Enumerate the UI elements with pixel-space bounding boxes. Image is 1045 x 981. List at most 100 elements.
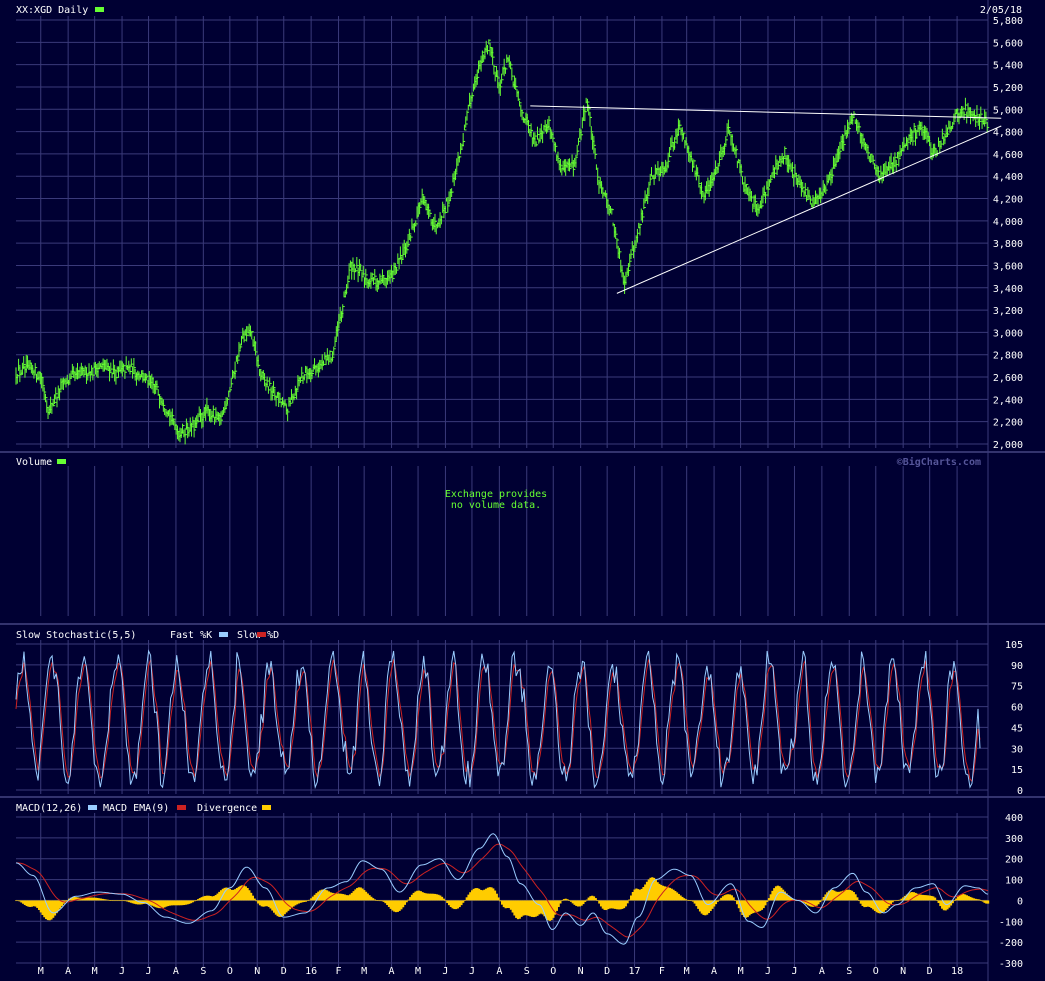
divergence-bar-498 bbox=[895, 900, 898, 902]
divergence-bar-147 bbox=[274, 900, 277, 915]
divergence-bar-31 bbox=[69, 897, 72, 901]
divergence-bar-330 bbox=[598, 900, 601, 904]
divergence-bar-320 bbox=[580, 900, 583, 906]
divergence-bar-326 bbox=[591, 895, 594, 901]
divergence-bar-296 bbox=[538, 900, 541, 915]
divergence-bar-263 bbox=[479, 889, 482, 901]
divergence-bar-176 bbox=[326, 890, 329, 901]
divergence-bar-307 bbox=[557, 900, 560, 908]
divergence-bar-501 bbox=[900, 898, 903, 901]
price-panel: XX:XGD Daily 2/05/18 bbox=[15, 5, 1022, 445]
divergence-bar-455 bbox=[819, 900, 822, 903]
divergence-bar-329 bbox=[596, 900, 599, 902]
divergence-bar-7 bbox=[27, 900, 30, 907]
divergence-bar-464 bbox=[835, 891, 838, 901]
stochastic-y-tick-label: 105 bbox=[1005, 640, 1023, 651]
divergence-bar-26 bbox=[60, 900, 64, 906]
divergence-bar-435 bbox=[783, 891, 786, 901]
divergence-bar-54 bbox=[110, 900, 113, 901]
divergence-bar-290 bbox=[527, 900, 530, 916]
divergence-bar-212 bbox=[389, 900, 392, 909]
divergence-bar-185 bbox=[341, 894, 345, 901]
divergence-bar-82 bbox=[159, 900, 163, 909]
divergence-bar-148 bbox=[276, 900, 279, 917]
divergence-bar-429 bbox=[773, 888, 776, 901]
divergence-bar-128 bbox=[241, 885, 244, 901]
price-y-tick-label: 4,600 bbox=[993, 150, 1023, 161]
divergence-bar-328 bbox=[594, 898, 597, 901]
divergence-bar-545 bbox=[978, 899, 981, 901]
divergence-bar-40 bbox=[85, 897, 88, 901]
divergence-bar-333 bbox=[603, 900, 606, 910]
divergence-bar-116 bbox=[220, 890, 223, 901]
divergence-bar-271 bbox=[493, 890, 497, 901]
divergence-bar-228 bbox=[417, 890, 421, 901]
divergence-bar-460 bbox=[827, 890, 831, 901]
divergence-bar-174 bbox=[322, 889, 325, 901]
divergence-bar-393 bbox=[709, 900, 712, 912]
divergence-bar-278 bbox=[506, 900, 509, 909]
divergence-bar-103 bbox=[197, 899, 200, 901]
divergence-bar-106 bbox=[202, 896, 205, 901]
fast-k-line bbox=[15, 649, 981, 790]
divergence-bar-515 bbox=[925, 895, 928, 901]
divergence-bar-114 bbox=[216, 893, 219, 901]
divergence-bar-384 bbox=[693, 900, 696, 904]
stochastic-y-tick-label: 45 bbox=[1011, 723, 1023, 734]
divergence-bar-48 bbox=[99, 898, 103, 901]
divergence-bar-537 bbox=[964, 894, 967, 901]
divergence-bar-101 bbox=[193, 900, 196, 902]
divergence-bar-175 bbox=[324, 889, 327, 901]
divergence-bar-510 bbox=[916, 893, 919, 901]
x-tick-label: 16 bbox=[305, 966, 317, 977]
divergence-bar-95 bbox=[182, 900, 186, 906]
divergence-bar-244 bbox=[446, 900, 449, 904]
divergence-bar-343 bbox=[621, 900, 624, 909]
price-y-tick-label: 3,600 bbox=[993, 261, 1023, 272]
macd-y-tick-label: 400 bbox=[1005, 813, 1023, 824]
divergence-bar-265 bbox=[483, 889, 486, 901]
divergence-bar-497 bbox=[893, 900, 896, 902]
divergence-bar-407 bbox=[734, 900, 737, 902]
divergence-bar-522 bbox=[937, 900, 940, 903]
divergence-bar-227 bbox=[416, 890, 419, 901]
divergence-bar-90 bbox=[174, 900, 177, 906]
divergence-bar-91 bbox=[175, 900, 179, 906]
divergence-bar-513 bbox=[921, 894, 924, 901]
divergence-bar-171 bbox=[317, 891, 320, 901]
divergence-bar-62 bbox=[124, 900, 127, 902]
divergence-bar-405 bbox=[730, 895, 733, 901]
x-tick-label: A bbox=[819, 966, 825, 977]
divergence-bar-454 bbox=[817, 900, 820, 905]
divergence-bar-360 bbox=[651, 877, 654, 901]
divergence-bar-372 bbox=[672, 889, 675, 901]
divergence-bar-189 bbox=[349, 894, 352, 901]
divergence-bar-533 bbox=[956, 896, 960, 901]
price-y-tick-label: 5,400 bbox=[993, 61, 1023, 72]
divergence-bar-159 bbox=[295, 900, 299, 905]
divergence-bar-84 bbox=[163, 900, 166, 908]
divergence-bar-430 bbox=[774, 886, 778, 901]
divergence-bar-55 bbox=[112, 900, 115, 902]
divergence-bar-61 bbox=[122, 900, 126, 902]
price-y-tick-label: 5,600 bbox=[993, 38, 1023, 49]
divergence-bar-63 bbox=[126, 900, 129, 902]
x-tick-label: J bbox=[119, 966, 125, 977]
divergence-bar-223 bbox=[409, 897, 412, 901]
divergence-bar-302 bbox=[548, 900, 551, 921]
macd-legend-ema: MACD EMA(9) bbox=[103, 803, 169, 814]
divergence-bar-547 bbox=[981, 900, 984, 902]
price-panel-title: XX:XGD Daily bbox=[16, 5, 88, 16]
price-y-tick-label: 5,800 bbox=[993, 16, 1023, 27]
divergence-bar-398 bbox=[718, 899, 721, 901]
divergence-bar-186 bbox=[343, 894, 346, 901]
divergence-bar-475 bbox=[854, 894, 857, 901]
divergence-bar-216 bbox=[396, 900, 399, 912]
stochastic-panel: Slow Stochastic(5,5) Fast %K Slow %D bbox=[15, 630, 981, 790]
divergence-bar-417 bbox=[751, 900, 755, 914]
divergence-bar-461 bbox=[829, 889, 832, 901]
divergence-bar-269 bbox=[490, 887, 493, 901]
divergence-bar-33 bbox=[73, 896, 76, 901]
divergence-bar-315 bbox=[571, 900, 574, 904]
divergence-bar-76 bbox=[149, 900, 152, 905]
